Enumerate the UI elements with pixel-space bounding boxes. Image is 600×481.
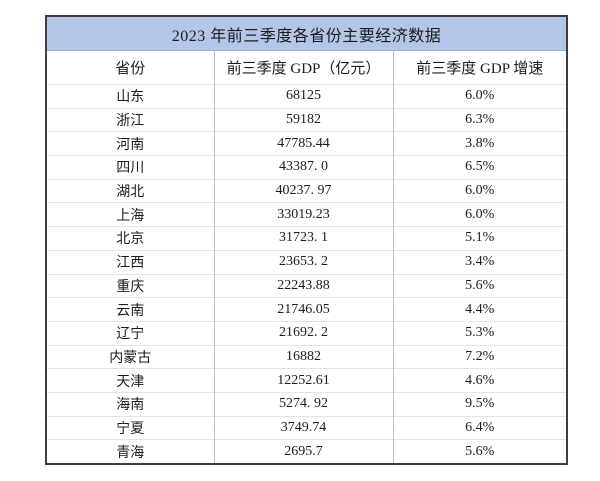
title-row: 2023 年前三季度各省份主要经济数据 bbox=[46, 16, 568, 51]
gdp-cell: 21746.05 bbox=[213, 297, 393, 322]
table-row: 云南 21746.05 4.4% bbox=[46, 297, 568, 322]
column-header-province: 省份 bbox=[46, 50, 214, 85]
gdp-cell: 23653. 2 bbox=[213, 249, 393, 274]
province-cell: 天津 bbox=[46, 368, 214, 393]
growth-cell: 6.5% bbox=[392, 155, 568, 180]
growth-cell: 6.0% bbox=[392, 84, 568, 109]
gdp-cell: 22243.88 bbox=[213, 273, 393, 298]
gdp-cell: 47785.44 bbox=[213, 131, 393, 156]
table-title: 2023 年前三季度各省份主要经济数据 bbox=[46, 16, 568, 51]
column-header-growth: 前三季度 GDP 增速 bbox=[392, 50, 568, 85]
table-row: 辽宁 21692. 2 5.3% bbox=[46, 320, 568, 346]
growth-cell: 3.8% bbox=[392, 131, 568, 156]
table-row: 内蒙古 16882 7.2% bbox=[46, 344, 568, 369]
gdp-cell: 33019.23 bbox=[213, 202, 393, 227]
table-row: 河南 47785.44 3.8% bbox=[46, 131, 568, 156]
growth-cell: 4.4% bbox=[392, 297, 568, 322]
gdp-cell: 40237. 97 bbox=[213, 178, 393, 203]
growth-cell: 5.6% bbox=[392, 273, 568, 298]
gdp-cell: 59182 bbox=[213, 107, 393, 132]
province-cell: 湖北 bbox=[46, 178, 214, 203]
province-cell: 四川 bbox=[46, 155, 214, 180]
province-cell: 青海 bbox=[46, 439, 214, 464]
gdp-cell: 21692. 2 bbox=[213, 320, 393, 346]
province-cell: 海南 bbox=[46, 391, 214, 417]
gdp-cell: 68125 bbox=[213, 84, 393, 109]
growth-cell: 5.6% bbox=[392, 439, 568, 464]
table-row: 天津 12252.61 4.6% bbox=[46, 368, 568, 393]
gdp-cell: 31723. 1 bbox=[213, 226, 393, 251]
growth-cell: 3.4% bbox=[392, 249, 568, 274]
province-cell: 河南 bbox=[46, 131, 214, 156]
table-body: 山东 68125 6.0% 浙江 59182 6.3% 河南 47785.44 … bbox=[46, 84, 568, 464]
province-cell: 宁夏 bbox=[46, 415, 214, 440]
table-row: 上海 33019.23 6.0% bbox=[46, 202, 568, 227]
econ-table-container: 2023 年前三季度各省份主要经济数据 省份 前三季度 GDP（亿元） 前三季度… bbox=[45, 15, 569, 465]
growth-cell: 6.3% bbox=[392, 107, 568, 132]
province-cell: 北京 bbox=[46, 226, 214, 251]
growth-cell: 7.2% bbox=[392, 344, 568, 369]
gdp-cell: 16882 bbox=[213, 344, 393, 369]
table-row: 湖北 40237. 97 6.0% bbox=[46, 178, 568, 203]
header-row: 省份 前三季度 GDP（亿元） 前三季度 GDP 增速 bbox=[46, 50, 568, 85]
growth-cell: 6.0% bbox=[392, 202, 568, 227]
table-row: 江西 23653. 2 3.4% bbox=[46, 249, 568, 274]
province-cell: 上海 bbox=[46, 202, 214, 227]
gdp-cell: 3749.74 bbox=[213, 415, 393, 440]
gdp-cell: 43387. 0 bbox=[213, 155, 393, 180]
growth-cell: 6.0% bbox=[392, 178, 568, 203]
table-row: 浙江 59182 6.3% bbox=[46, 107, 568, 132]
table-row: 四川 43387. 0 6.5% bbox=[46, 155, 568, 180]
gdp-cell: 5274. 92 bbox=[213, 391, 393, 417]
growth-cell: 4.6% bbox=[392, 368, 568, 393]
growth-cell: 6.4% bbox=[392, 415, 568, 440]
table-row: 山东 68125 6.0% bbox=[46, 84, 568, 109]
growth-cell: 5.1% bbox=[392, 226, 568, 251]
table-row: 宁夏 3749.74 6.4% bbox=[46, 415, 568, 440]
gdp-cell: 12252.61 bbox=[213, 368, 393, 393]
province-cell: 江西 bbox=[46, 249, 214, 274]
growth-cell: 5.3% bbox=[392, 320, 568, 346]
province-cell: 浙江 bbox=[46, 107, 214, 132]
province-cell: 重庆 bbox=[46, 273, 214, 298]
province-cell: 内蒙古 bbox=[46, 344, 214, 369]
gdp-cell: 2695.7 bbox=[213, 439, 393, 464]
table-row: 重庆 22243.88 5.6% bbox=[46, 273, 568, 298]
table-row: 北京 31723. 1 5.1% bbox=[46, 226, 568, 251]
province-cell: 山东 bbox=[46, 84, 214, 109]
growth-cell: 9.5% bbox=[392, 391, 568, 417]
province-cell: 云南 bbox=[46, 297, 214, 322]
table-row: 海南 5274. 92 9.5% bbox=[46, 391, 568, 417]
province-cell: 辽宁 bbox=[46, 320, 214, 346]
table-row: 青海 2695.7 5.6% bbox=[46, 439, 568, 464]
column-header-gdp: 前三季度 GDP（亿元） bbox=[213, 50, 393, 85]
econ-table: 2023 年前三季度各省份主要经济数据 省份 前三季度 GDP（亿元） 前三季度… bbox=[45, 15, 569, 465]
